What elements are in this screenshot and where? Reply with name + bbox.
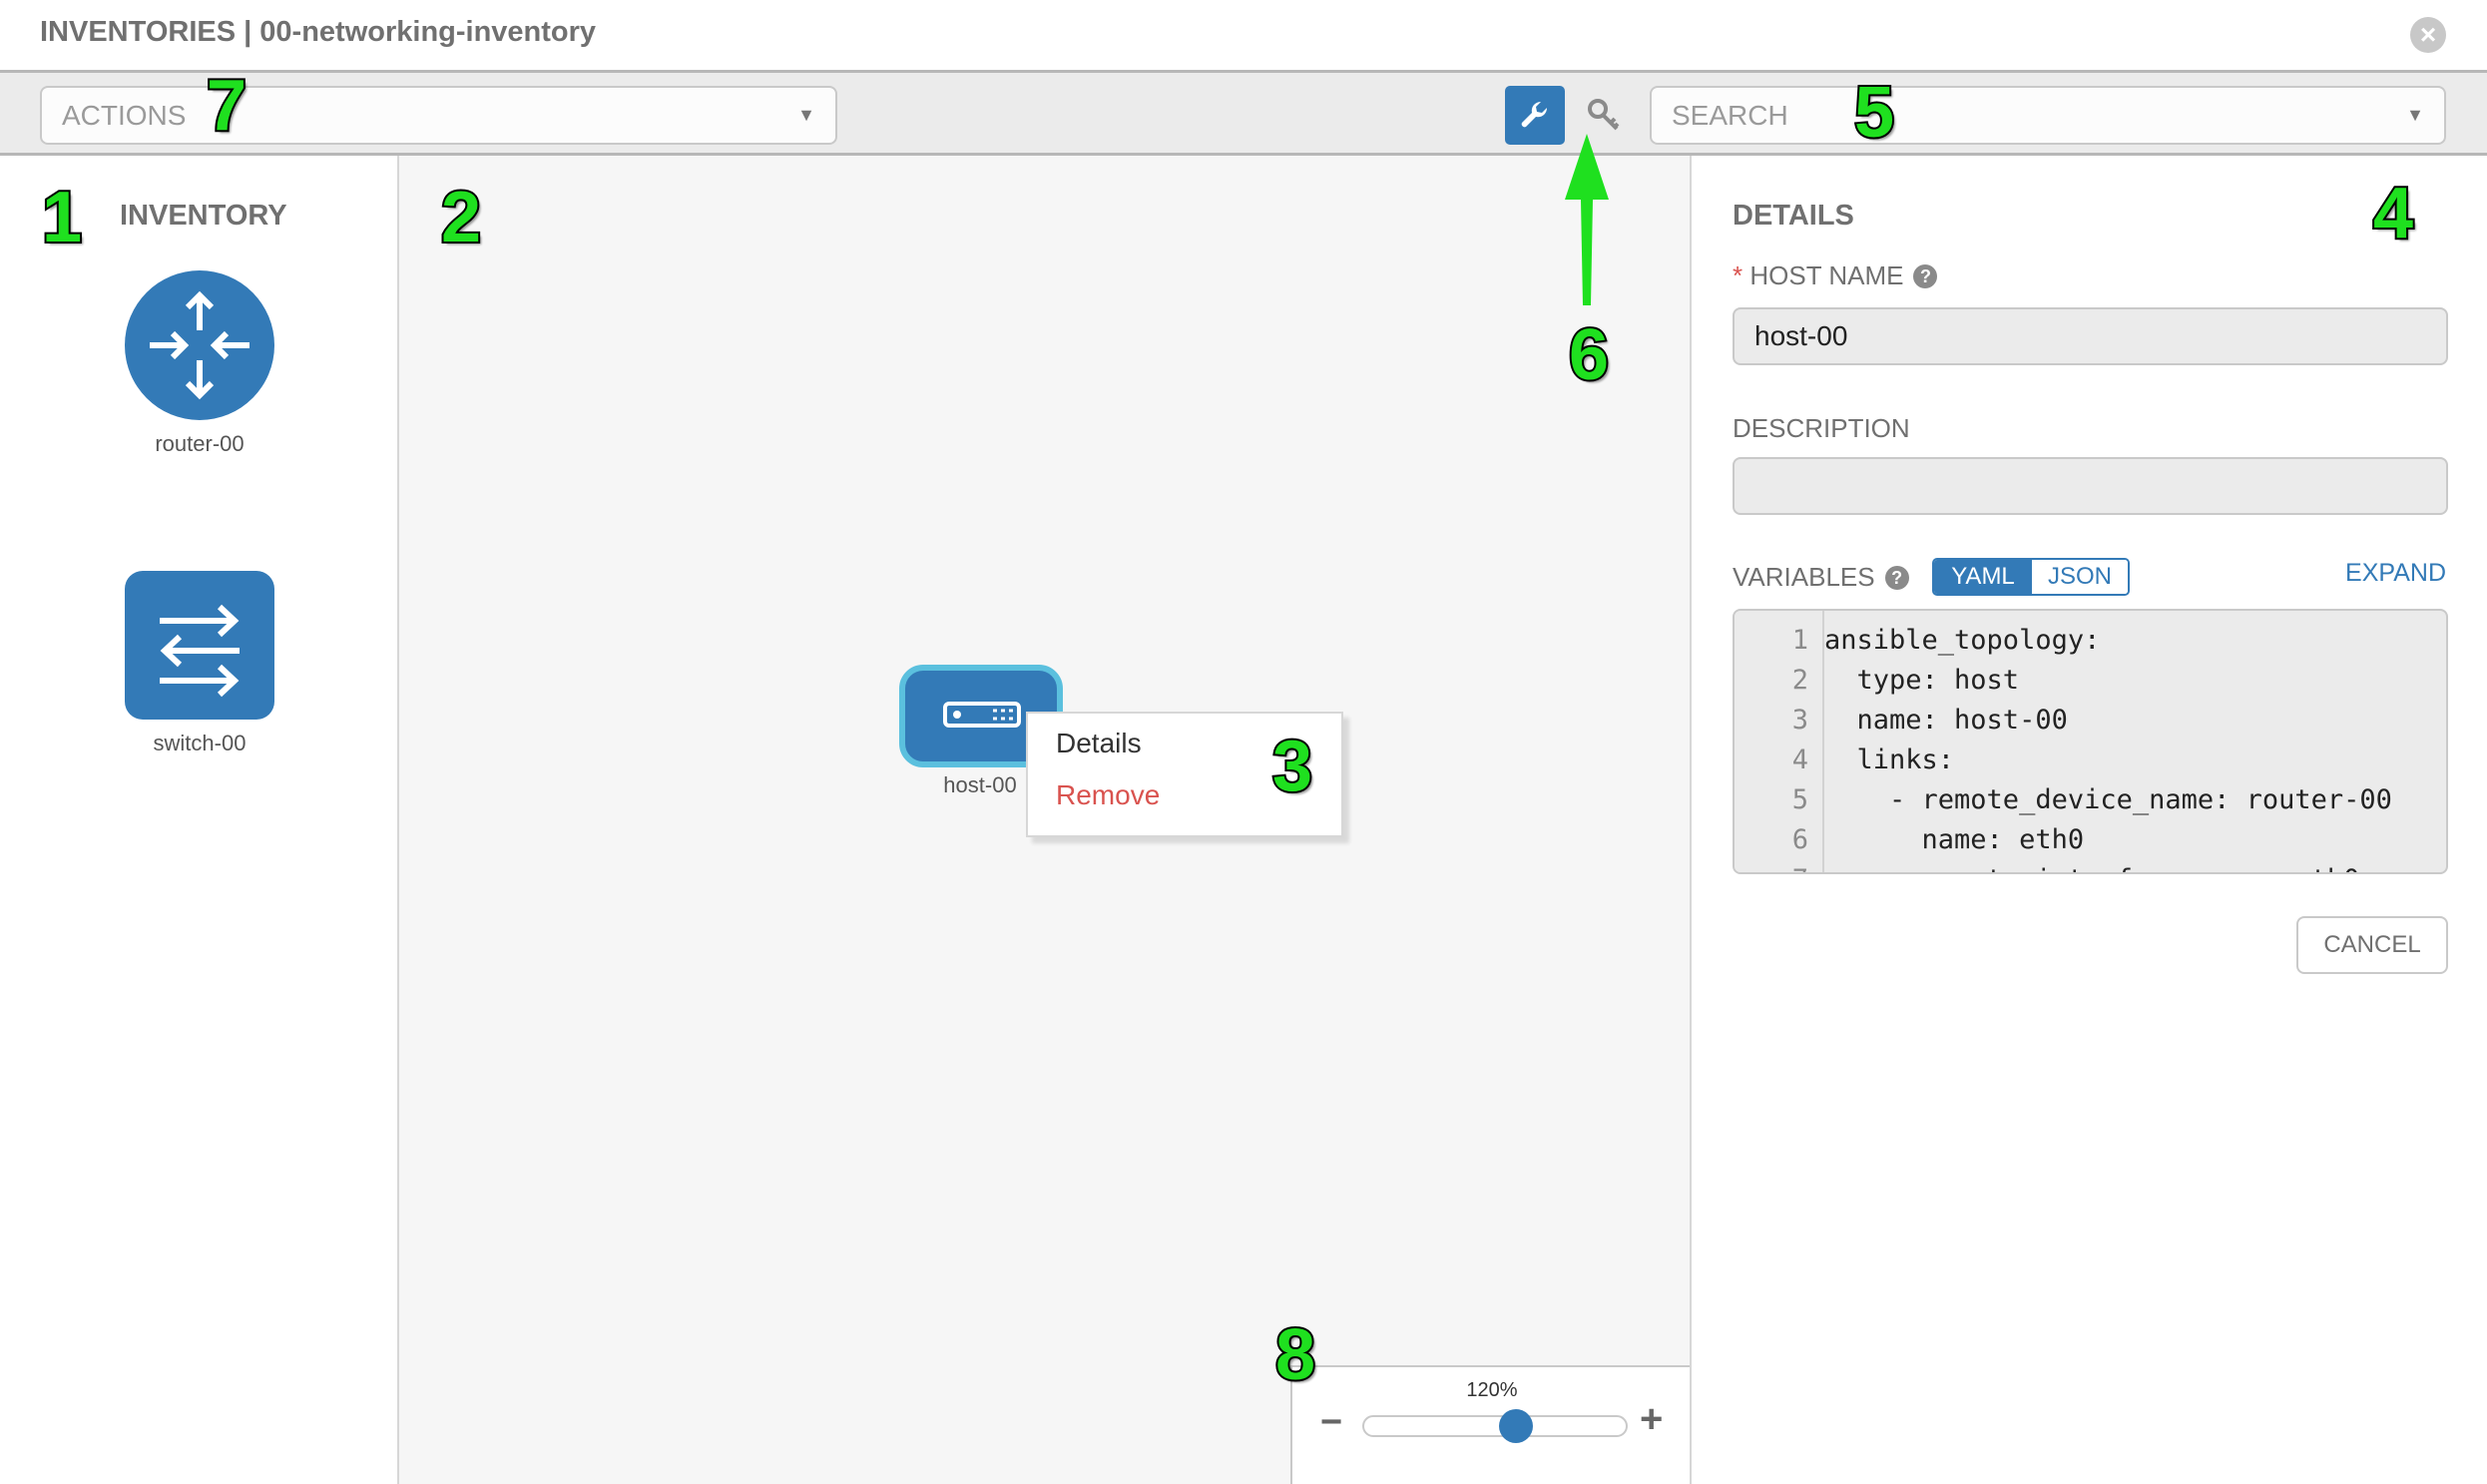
help-icon[interactable]: ? [1913, 264, 1938, 288]
code-text: name: host-00 [1824, 705, 2068, 736]
zoom-out-button[interactable]: − [1320, 1401, 1343, 1443]
annotation-arrow [1565, 134, 1609, 305]
help-icon[interactable]: ? [1884, 566, 1909, 590]
annotation-1: 1 [40, 178, 84, 257]
line-number: 6 [1791, 824, 1808, 855]
key-icon [1588, 99, 1620, 131]
host-node[interactable] [899, 665, 1063, 767]
cancel-button[interactable]: CANCEL [2296, 916, 2448, 974]
host-label: host-00 [943, 772, 1017, 797]
variables-label: VARIABLES? [1733, 562, 1909, 593]
annotation-6: 6 [1567, 315, 1611, 395]
code-text: ansible_topology: [1824, 625, 2101, 656]
annotation-3: 3 [1270, 727, 1314, 806]
router-label: router-00 [155, 431, 245, 456]
context-menu: Details Remove [1026, 712, 1343, 837]
topology-canvas[interactable]: host-00 Details Remove 120% − + [399, 156, 1690, 1484]
page-title: INVENTORIES | 00-networking-inventory [40, 16, 597, 48]
switch-label: switch-00 [153, 731, 247, 755]
code-text: name: eth0 [1824, 824, 2085, 855]
host-name-input[interactable]: host-00 [1733, 307, 2448, 365]
annotation-4: 4 [2371, 174, 2415, 253]
code-text: remote_interface_name: eth0 [1816, 864, 2360, 872]
code-line: 5 - remote_device_name: router-00 [1735, 780, 2446, 820]
line-gutter [1735, 611, 1824, 872]
annotation-5: 5 [1852, 73, 1896, 153]
code-line: 3 name: host-00 [1735, 701, 2446, 741]
key-button[interactable] [1582, 93, 1626, 137]
details-title: DETAILS [1733, 200, 1854, 232]
code-line: 1 ansible_topology: [1735, 621, 2446, 661]
annotation-8: 8 [1273, 1315, 1317, 1395]
zoom-in-button[interactable]: + [1640, 1397, 1664, 1441]
line-number: 5 [1791, 784, 1808, 815]
line-number: 1 [1791, 625, 1808, 656]
close-icon[interactable]: × [2410, 17, 2446, 53]
required-mark: * [1733, 260, 1743, 290]
host-name-label: * HOST NAME? [1733, 260, 1938, 291]
json-toggle[interactable]: JSON [2032, 560, 2128, 594]
zoom-slider[interactable] [1362, 1415, 1628, 1437]
menu-item-details[interactable]: Details [1056, 728, 1142, 758]
inventory-panel: INVENTORY router-00 switch-00 [0, 156, 399, 1484]
chevron-down-icon: ▼ [2406, 105, 2424, 125]
title-bar: INVENTORIES | 00-networking-inventory × [0, 0, 2487, 73]
router-icon [150, 290, 249, 400]
code-text: links: [1824, 744, 1955, 775]
annotation-7: 7 [205, 66, 249, 146]
host-icon [943, 702, 1021, 728]
zoom-slider-thumb[interactable] [1499, 1409, 1533, 1443]
inventory-title: INVENTORY [120, 200, 287, 232]
host-name-text: HOST NAME [1749, 260, 1904, 290]
menu-item-remove[interactable]: Remove [1056, 779, 1161, 810]
inventory-item-switch[interactable] [125, 571, 274, 720]
zoom-level: 120% [1466, 1379, 1518, 1401]
expand-link[interactable]: EXPAND [2345, 559, 2446, 587]
search-label: SEARCH [1672, 100, 1788, 131]
code-line: 7 remote_interface_name: eth0 [1735, 860, 2446, 872]
wrench-button[interactable] [1505, 86, 1565, 145]
description-input[interactable] [1733, 457, 2448, 515]
chevron-down-icon: ▼ [797, 105, 815, 125]
line-number: 7 [1735, 860, 1816, 872]
variables-editor[interactable]: 1 ansible_topology: 2 type: host 3 name: ho… [1733, 609, 2448, 874]
line-number: 4 [1791, 744, 1808, 775]
actions-dropdown[interactable]: ACTIONS ▼ [40, 86, 837, 145]
wrench-icon [1521, 101, 1548, 128]
code-line: 6 name: eth0 [1735, 820, 2446, 860]
annotation-2: 2 [439, 178, 483, 257]
code-text: type: host [1824, 665, 2020, 696]
yaml-toggle[interactable]: YAML [1934, 560, 2032, 594]
actions-label: ACTIONS [62, 100, 187, 131]
details-panel: DETAILS * HOST NAME? host-00 DESCRIPTION… [1690, 156, 2487, 1484]
zoom-control: 120% − + [1290, 1365, 1690, 1484]
inventory-item-router[interactable] [125, 270, 274, 420]
switch-icon [160, 604, 240, 698]
format-toggle: YAML JSON [1932, 558, 2130, 596]
variables-text: VARIABLES [1733, 562, 1875, 592]
code-line: 2 type: host [1735, 661, 2446, 701]
code-text: - remote_device_name: router-00 [1824, 784, 2392, 815]
line-number: 2 [1791, 665, 1808, 696]
toolbar: ACTIONS ▼ SEARCH ▼ [0, 73, 2487, 156]
line-number: 3 [1791, 705, 1808, 736]
code-line: 4 links: [1735, 741, 2446, 780]
description-label: DESCRIPTION [1733, 413, 1910, 443]
search-dropdown[interactable]: SEARCH ▼ [1650, 86, 2446, 145]
